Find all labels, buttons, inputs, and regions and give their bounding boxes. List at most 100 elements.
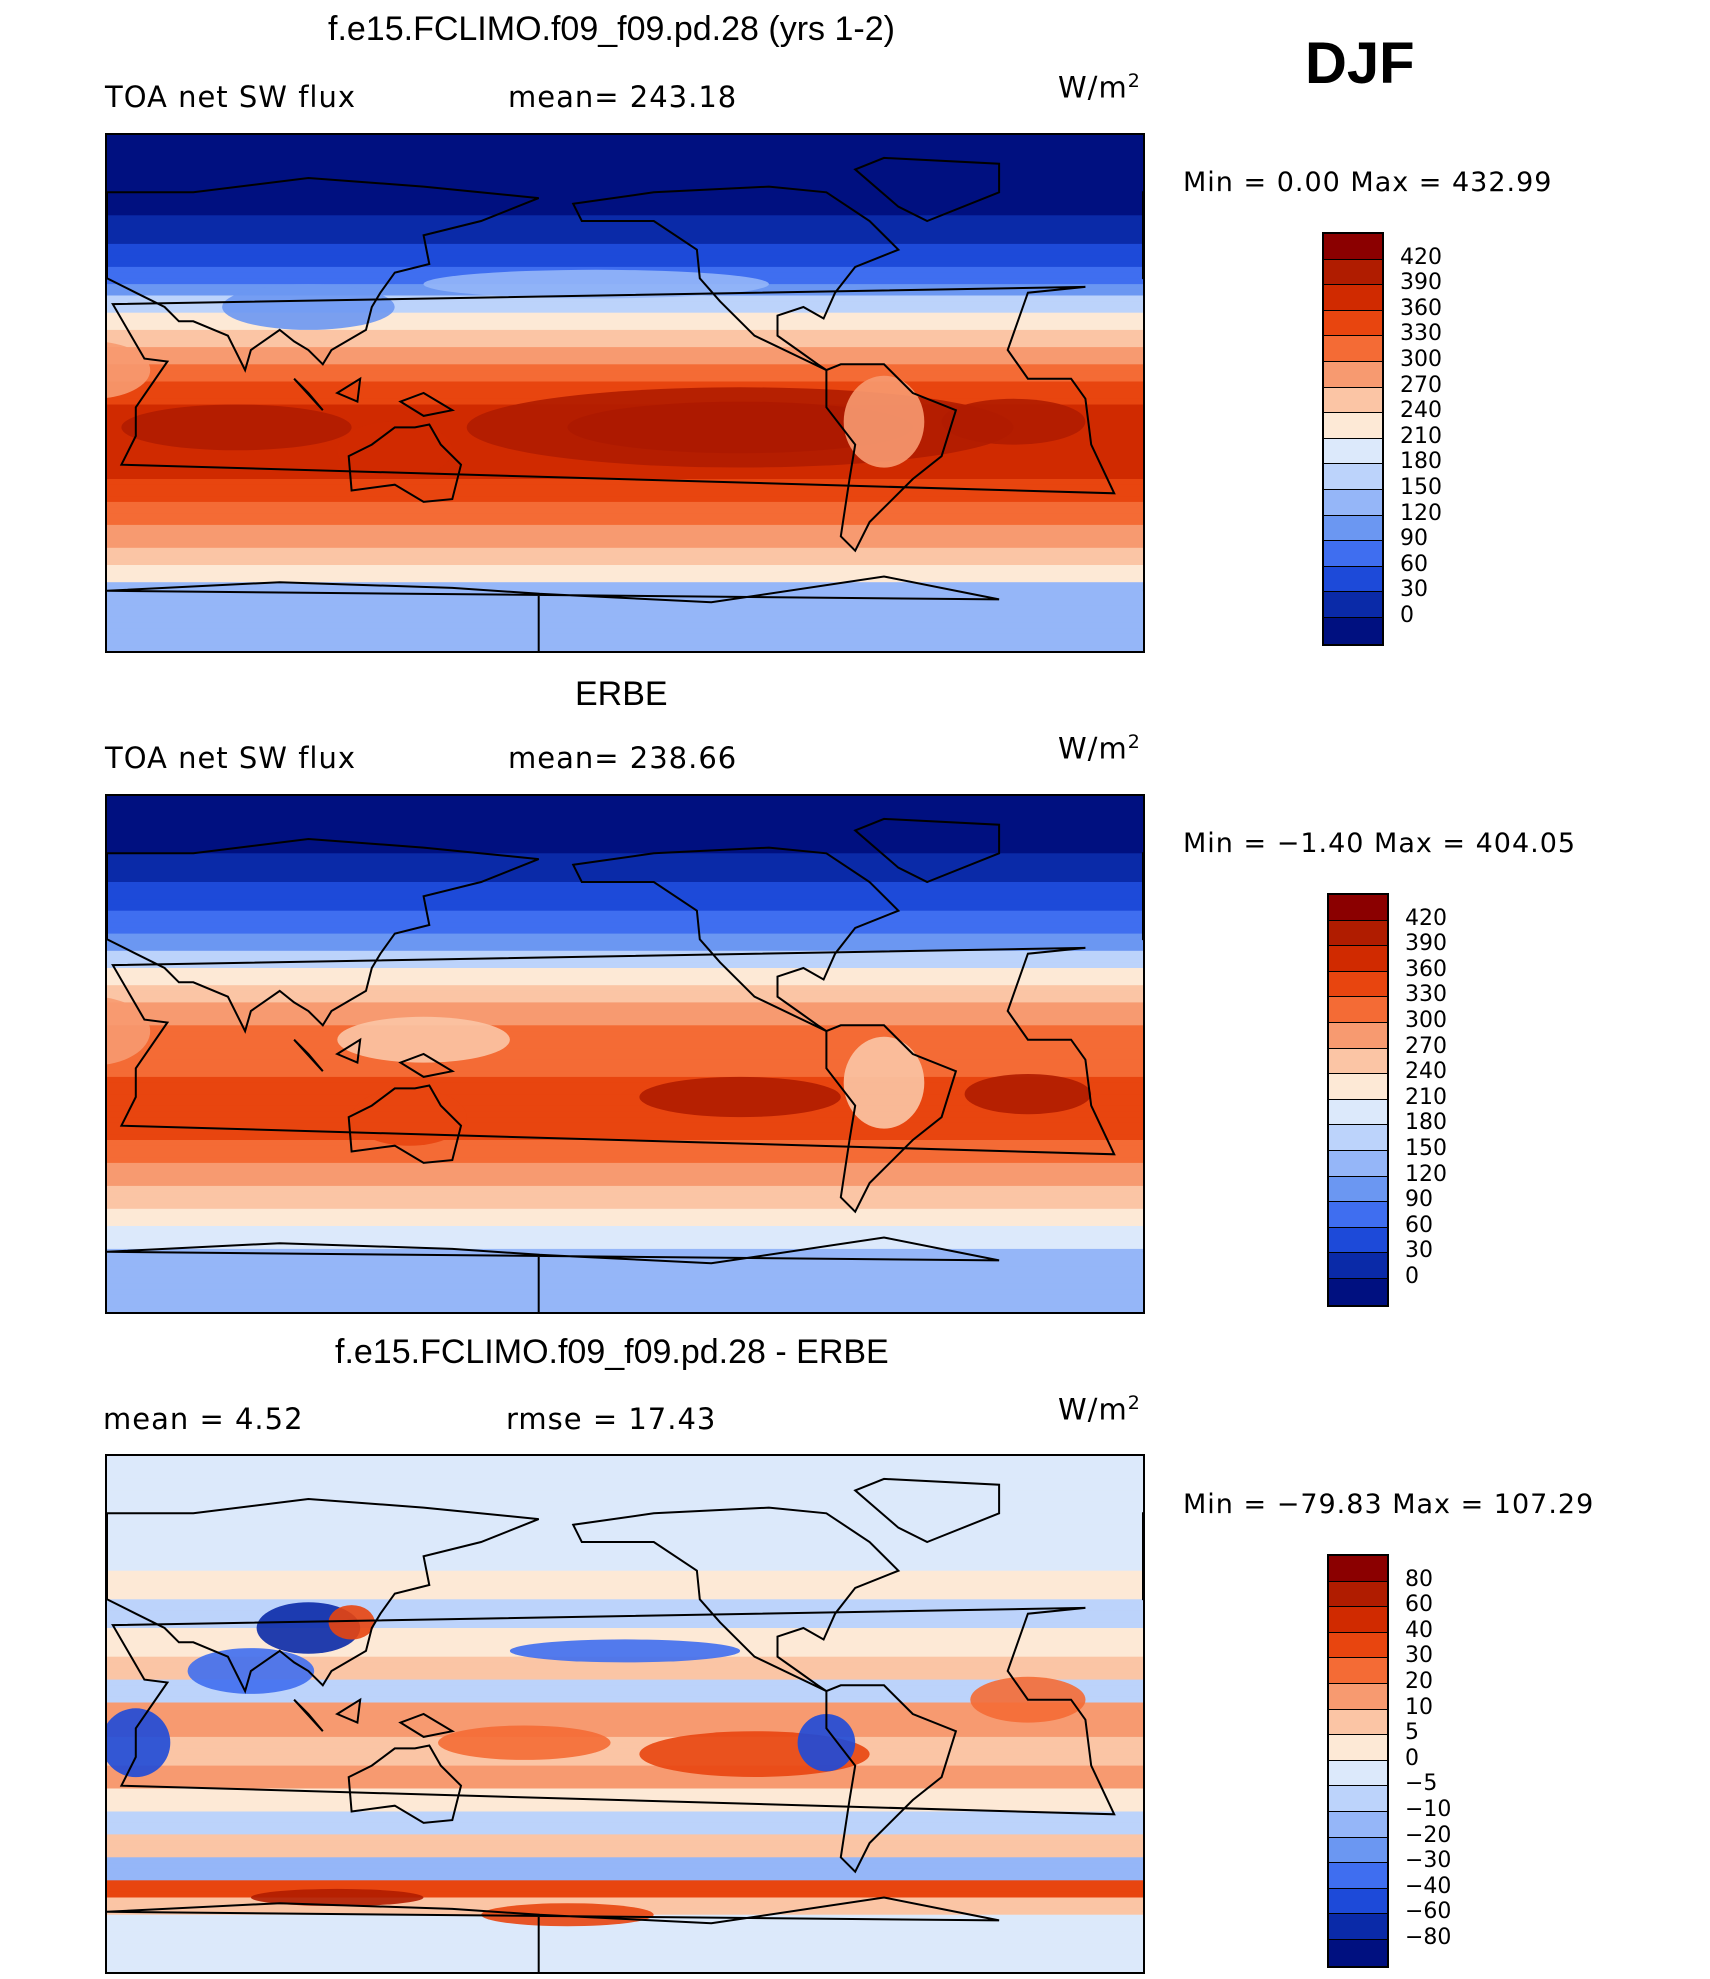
field-band: [107, 830, 1143, 837]
field-band: [107, 381, 1143, 388]
field-band: [107, 1691, 1143, 1698]
field-band: [107, 1880, 1143, 1887]
field-band: [107, 1128, 1143, 1135]
field-band: [107, 1547, 1143, 1554]
field-band: [107, 610, 1143, 618]
field-band: [107, 1886, 1143, 1893]
field-band: [107, 519, 1143, 526]
field-band: [107, 1863, 1143, 1870]
field-band: [107, 1180, 1143, 1187]
field-band: [107, 622, 1143, 629]
field-band: [107, 530, 1143, 537]
field-band: [107, 796, 1143, 803]
field-band: [107, 1461, 1143, 1468]
colorbar-cell: [1329, 920, 1387, 947]
field-band: [107, 1174, 1143, 1181]
colorbar-tick-label: 30: [1400, 577, 1428, 603]
field-band: [107, 467, 1143, 474]
panel2-left-label: TOA net SW flux: [105, 741, 357, 775]
field-band: [107, 968, 1143, 975]
colorbar-tick-label: 240: [1400, 398, 1442, 424]
field-band: [107, 950, 1143, 958]
colorbar-cell: [1329, 1227, 1387, 1254]
field-anomaly: [121, 404, 352, 451]
field-band: [107, 945, 1143, 952]
colorbar-cell: [1329, 1176, 1387, 1203]
field-band: [107, 1237, 1143, 1244]
coastline: [107, 176, 540, 373]
field-band: [107, 1811, 1143, 1818]
field-anomaly: [337, 1016, 510, 1063]
field-band: [107, 1036, 1143, 1044]
colorbar-cell: [1329, 1914, 1387, 1940]
field-band: [107, 203, 1143, 211]
field-band: [107, 198, 1143, 205]
coastline: [398, 1712, 456, 1738]
field-band: [107, 1954, 1143, 1962]
colorbar-cell: [1329, 1099, 1387, 1126]
colorbar-tick-label: 300: [1405, 1008, 1447, 1033]
colorbar-tick-label: 390: [1400, 270, 1442, 296]
field-band: [107, 910, 1143, 917]
field-band: [107, 1254, 1143, 1261]
colorbar-cell: [1329, 1278, 1387, 1305]
coastline: [853, 1477, 1001, 1544]
field-band: [107, 1771, 1143, 1778]
field-band: [107, 1622, 1143, 1629]
colorbar-cell: [1329, 1683, 1387, 1710]
field-band: [107, 163, 1143, 170]
field-band: [107, 1702, 1143, 1709]
field-band: [107, 307, 1143, 314]
colorbar-cell: [1329, 1888, 1387, 1915]
field-band: [107, 633, 1143, 641]
field-band: [107, 933, 1143, 940]
field-band: [107, 1570, 1143, 1577]
panel1-left-label: TOA net SW flux: [105, 80, 357, 114]
field-band: [107, 904, 1143, 912]
colorbar-tick-label: −40: [1405, 1873, 1452, 1899]
field-band: [107, 1031, 1143, 1038]
field-band: [107, 1111, 1143, 1118]
field-band: [107, 1765, 1143, 1772]
field-band: [107, 1283, 1143, 1290]
field-band: [107, 956, 1143, 963]
colorbar-tick-label: 210: [1400, 423, 1442, 449]
field-band: [107, 295, 1143, 302]
field-band: [107, 1496, 1143, 1503]
field-band: [107, 807, 1143, 814]
colorbar-tick-label: −10: [1405, 1797, 1452, 1822]
field-band: [107, 1157, 1143, 1164]
field-band: [107, 939, 1143, 946]
field-band: [107, 1473, 1143, 1480]
field-anomaly: [107, 997, 151, 1065]
panel1-minmax: Min = 0.00 Max = 432.99: [1183, 167, 1553, 198]
field-band: [107, 576, 1143, 583]
field-band: [107, 329, 1143, 337]
coastline: [107, 1236, 1000, 1312]
field-band: [107, 1840, 1143, 1847]
field-band: [107, 985, 1143, 992]
panel3-blobs: [107, 1602, 1086, 1927]
season-label: DJF: [1305, 31, 1415, 96]
field-anomaly: [337, 421, 453, 479]
field-band: [107, 582, 1143, 589]
field-band: [107, 1289, 1143, 1296]
field-band: [107, 927, 1143, 935]
colorbar-cell: [1324, 515, 1382, 542]
panel1-coastlines: [107, 156, 1143, 651]
field-band: [107, 870, 1143, 877]
field-anomaly: [328, 1605, 375, 1640]
panel2-coastlines: [107, 817, 1143, 1312]
field-band: [107, 542, 1143, 549]
colorbar-tick-label: 60: [1405, 1592, 1433, 1618]
field-band: [107, 536, 1143, 543]
field-band: [107, 1868, 1143, 1876]
field-band: [107, 847, 1143, 854]
field-band: [107, 1536, 1143, 1543]
field-band: [107, 1082, 1143, 1089]
colorbar-tick-label: 360: [1405, 956, 1447, 982]
field-anomaly: [843, 375, 925, 468]
field-band: [107, 605, 1143, 612]
field-band: [107, 1794, 1143, 1801]
field-band: [107, 1582, 1143, 1589]
